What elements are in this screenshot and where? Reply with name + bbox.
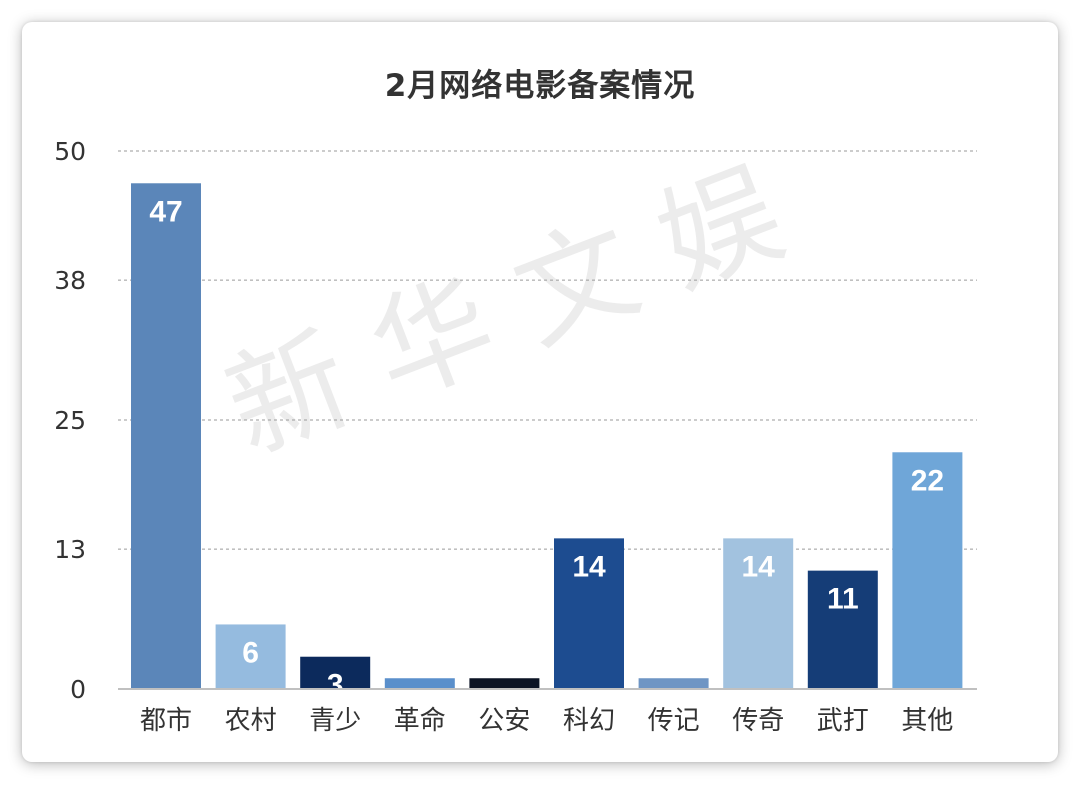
grid-lines bbox=[118, 150, 977, 550]
bar bbox=[892, 452, 963, 689]
bar-data-label: 11 bbox=[827, 583, 859, 616]
bar-data-label: 47 bbox=[149, 195, 182, 228]
x-tick-label: 青少 bbox=[309, 706, 361, 736]
y-tick-label: 25 bbox=[54, 406, 86, 435]
y-tick-label: 38 bbox=[54, 266, 86, 295]
bar-data-label: 6 bbox=[242, 636, 259, 669]
bar bbox=[638, 678, 709, 689]
x-tick-label: 传奇 bbox=[732, 706, 784, 736]
x-tick-label: 科幻 bbox=[563, 706, 615, 736]
bar bbox=[131, 183, 201, 689]
x-tick-label: 传记 bbox=[648, 706, 700, 736]
bar-data-label: 22 bbox=[911, 464, 944, 497]
y-axis-ticks: 0 13 25 38 50 bbox=[54, 137, 86, 704]
y-tick-label: 50 bbox=[54, 137, 86, 166]
bar bbox=[300, 656, 371, 689]
x-tick-label: 革命 bbox=[394, 706, 446, 736]
x-axis-labels: 都市 农村 青少 革命 公安 科幻 传记 传奇 武打 其他 bbox=[140, 706, 953, 736]
bar-data-label: 14 bbox=[572, 550, 606, 583]
x-tick-label: 公安 bbox=[478, 706, 530, 736]
bars bbox=[131, 183, 963, 689]
bar bbox=[554, 538, 624, 689]
y-tick-label: 13 bbox=[54, 535, 86, 564]
x-tick-label: 武打 bbox=[817, 706, 869, 736]
bar bbox=[723, 538, 794, 689]
bar bbox=[469, 678, 540, 689]
bar bbox=[215, 624, 286, 689]
x-tick-label: 都市 bbox=[140, 706, 192, 736]
x-tick-label: 农村 bbox=[225, 706, 277, 736]
x-tick-label: 其他 bbox=[901, 706, 953, 736]
bar bbox=[384, 678, 455, 689]
y-tick-label: 0 bbox=[70, 675, 86, 704]
bar-data-label: 3 bbox=[327, 669, 344, 702]
data-labels: 47 6 3 14 14 11 22 bbox=[149, 195, 944, 701]
bar-data-label: 14 bbox=[742, 550, 776, 583]
bar bbox=[807, 570, 878, 689]
chart-title: 2月网络电影备案情况 bbox=[384, 68, 696, 104]
